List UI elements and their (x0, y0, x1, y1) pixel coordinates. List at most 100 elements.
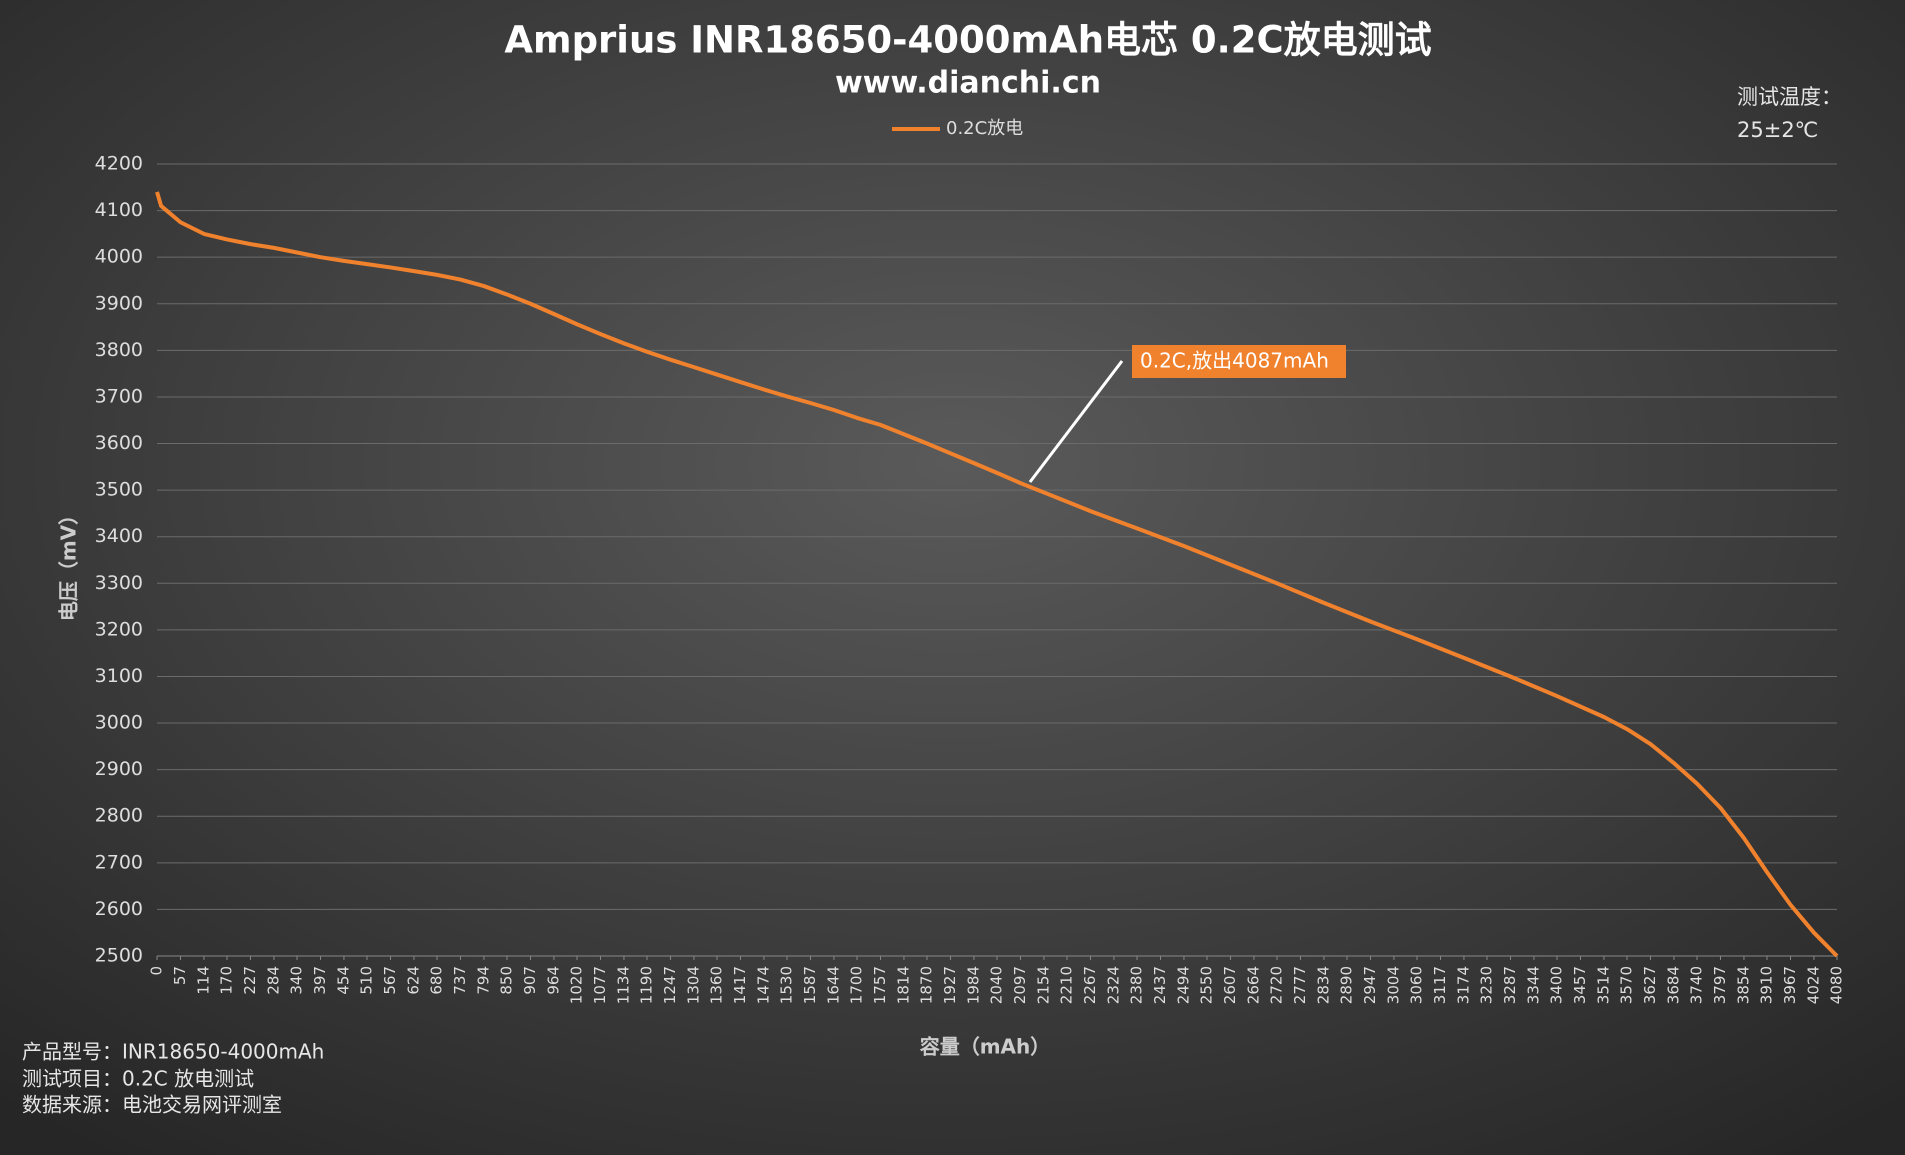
x-tick-label: 1870 (918, 966, 936, 1004)
x-tick-label: 2607 (1221, 966, 1239, 1004)
footnote: 产品型号：INR18650-4000mAh (22, 1040, 324, 1064)
y-tick-label: 2800 (95, 805, 143, 827)
y-tick-label: 3800 (95, 339, 143, 361)
x-tick-label: 2154 (1034, 966, 1052, 1004)
y-tick-label: 2700 (95, 851, 143, 873)
x-tick-label: 1757 (871, 966, 889, 1004)
x-tick-label: 3117 (1431, 966, 1449, 1004)
x-tick-label: 1360 (708, 966, 726, 1004)
y-tick-label: 2600 (95, 898, 143, 920)
x-tick-label: 1474 (754, 966, 772, 1004)
x-tick-label: 2040 (988, 966, 1006, 1004)
x-tick-label: 3287 (1501, 966, 1519, 1004)
x-tick-label: 0 (148, 966, 166, 976)
x-tick-label: 284 (264, 966, 282, 995)
x-tick-label: 57 (171, 966, 189, 985)
x-tick-label: 2210 (1058, 966, 1076, 1004)
x-tick-label: 1417 (731, 966, 749, 1004)
y-tick-label: 2500 (95, 945, 143, 967)
x-tick-label: 907 (521, 966, 539, 995)
y-tick-label: 3300 (95, 572, 143, 594)
y-tick-label: 3500 (95, 479, 143, 501)
x-tick-label: 1814 (894, 966, 912, 1004)
x-tick-label: 3684 (1664, 966, 1682, 1004)
x-tick-label: 3344 (1524, 966, 1542, 1004)
x-tick-label: 3514 (1594, 966, 1612, 1004)
x-tick-label: 2550 (1198, 966, 1216, 1004)
x-tick-label: 737 (451, 966, 469, 995)
y-tick-label: 3700 (95, 385, 143, 407)
y-tick-label: 3600 (95, 432, 143, 454)
y-tick-label: 3000 (95, 712, 143, 734)
footnote: 测试项目：0.2C 放电测试 (22, 1067, 254, 1091)
x-tick-label: 3457 (1571, 966, 1589, 1004)
x-tick-label: 2664 (1244, 966, 1262, 1004)
annotation: 0.2C,放出4087mAh (1140, 349, 1329, 373)
x-tick-label: 2324 (1104, 966, 1122, 1004)
legend-label: 0.2C放电 (946, 118, 1023, 139)
y-tick-label: 3200 (95, 618, 143, 640)
chart-subtitle: www.dianchi.cn (835, 66, 1101, 101)
x-tick-label: 2777 (1291, 966, 1309, 1004)
x-tick-label: 1644 (824, 966, 842, 1004)
x-tick-label: 3910 (1758, 966, 1776, 1004)
x-tick-label: 3174 (1454, 966, 1472, 1004)
x-tick-label: 964 (544, 966, 562, 995)
x-tick-label: 3740 (1688, 966, 1706, 1004)
x-tick-label: 114 (194, 966, 212, 995)
x-tick-label: 3230 (1478, 966, 1496, 1004)
x-tick-label: 1700 (848, 966, 866, 1004)
annotation-leader (1028, 360, 1124, 483)
x-tick-label: 397 (311, 966, 329, 995)
y-tick-label: 4200 (95, 153, 143, 175)
y-tick-label: 3900 (95, 292, 143, 314)
x-tick-label: 4080 (1828, 966, 1846, 1004)
y-tick-label: 3400 (95, 525, 143, 547)
x-axis-label: 容量（mAh） (920, 1035, 1051, 1059)
x-tick-label: 567 (381, 966, 399, 995)
x-tick-label: 227 (241, 966, 259, 995)
x-tick-label: 2890 (1338, 966, 1356, 1004)
x-tick-label: 1530 (778, 966, 796, 1004)
x-tick-label: 1020 (568, 966, 586, 1004)
x-tick-label: 1304 (684, 966, 702, 1004)
temperature: 25±2℃ (1737, 118, 1818, 142)
x-tick-label: 3967 (1781, 966, 1799, 1004)
y-tick-label: 4000 (95, 246, 143, 268)
x-tick-label: 1927 (941, 966, 959, 1004)
x-tick-label: 3400 (1548, 966, 1566, 1004)
x-tick-label: 2947 (1361, 966, 1379, 1004)
y-axis-label: 电压（mV） (57, 505, 81, 621)
data-line (155, 191, 1839, 958)
x-tick-label: 3060 (1408, 966, 1426, 1004)
x-tick-label: 1134 (614, 966, 632, 1004)
x-tick-label: 510 (358, 966, 376, 995)
x-tick-label: 624 (404, 966, 422, 995)
x-tick-label: 3004 (1384, 966, 1402, 1004)
annotation-box (1132, 345, 1346, 378)
y-tick-label: 2900 (95, 758, 143, 780)
chart-title: Amprius INR18650-4000mAh电芯 0.2C放电测试 (504, 19, 1431, 62)
x-tick-label: 3854 (1734, 966, 1752, 1004)
x-tick-label: 1190 (638, 966, 656, 1004)
x-tick-label: 2380 (1128, 966, 1146, 1004)
x-tick-label: 2834 (1314, 966, 1332, 1004)
y-tick-label: 4100 (95, 199, 143, 221)
y-tick-label: 3100 (95, 665, 143, 687)
x-tick-label: 1587 (801, 966, 819, 1004)
x-tick-label: 454 (334, 966, 352, 995)
x-tick-label: 2720 (1268, 966, 1286, 1004)
x-tick-label: 2097 (1011, 966, 1029, 1004)
x-tick-label: 2494 (1174, 966, 1192, 1004)
x-tick-label: 3627 (1641, 966, 1659, 1004)
footnote: 数据来源：电池交易网评测室 (22, 1093, 282, 1117)
x-tick-label: 4024 (1804, 966, 1822, 1004)
x-tick-label: 794 (474, 966, 492, 995)
x-tick-label: 1077 (591, 966, 609, 1004)
x-tick-label: 340 (288, 966, 306, 995)
x-tick-label: 680 (428, 966, 446, 995)
x-tick-label: 3570 (1618, 966, 1636, 1004)
